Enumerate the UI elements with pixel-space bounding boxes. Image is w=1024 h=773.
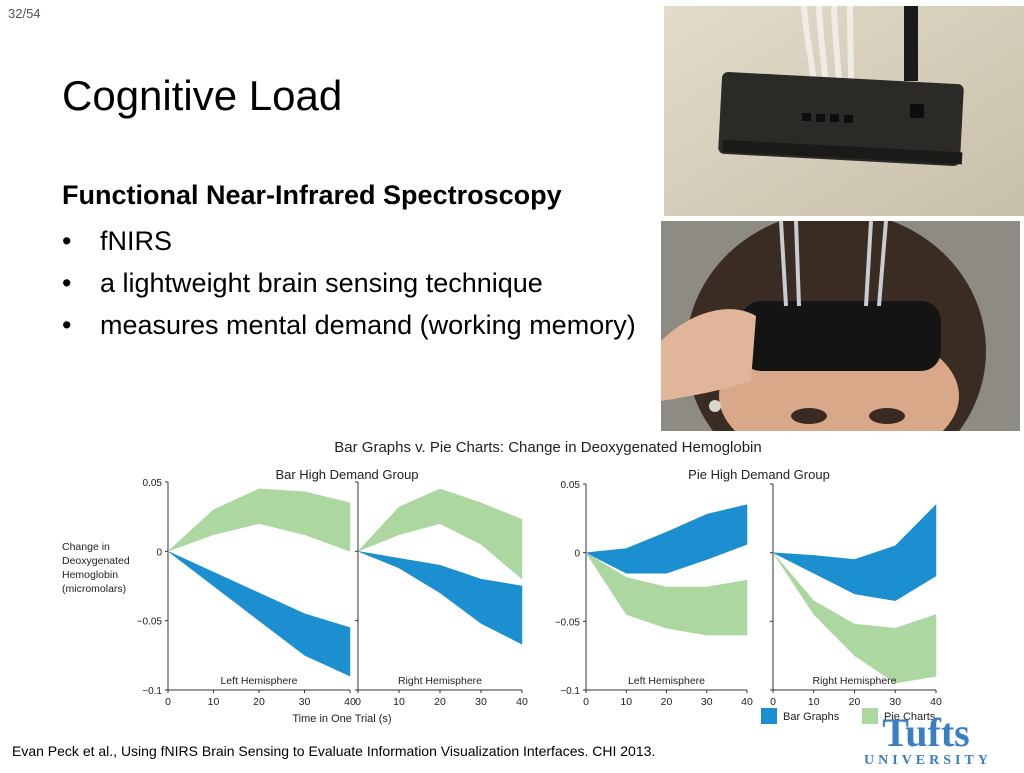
x-tick-label: 0 bbox=[770, 696, 776, 708]
x-tick-label: 10 bbox=[808, 696, 820, 708]
legend-swatch bbox=[862, 708, 878, 724]
y-tick-label: −0.1 bbox=[142, 686, 162, 697]
chart-canvas: Bar Graphs v. Pie Charts: Change in Deox… bbox=[62, 439, 942, 725]
panel-label: Right Hemisphere bbox=[812, 675, 896, 687]
slide-number: 32/54 bbox=[8, 6, 41, 21]
x-tick-label: 20 bbox=[253, 696, 265, 708]
bullet-text: measures mental demand (working memory) bbox=[100, 310, 636, 340]
sensor-device-photo bbox=[664, 6, 1024, 216]
chart-title: Bar Graphs v. Pie Charts: Change in Deox… bbox=[334, 439, 761, 456]
bullet-item: • a lightweight brain sensing technique bbox=[62, 266, 642, 300]
chart-panel: 0 10 20 30 40 Right Hemisphere bbox=[355, 481, 528, 708]
svg-text:UNIVERSITY: UNIVERSITY bbox=[864, 753, 992, 768]
y-tick-label: 0 bbox=[156, 547, 162, 558]
bullet-list: • fNIRS • a lightweight brain sensing tech… bbox=[62, 224, 642, 350]
group-title-pie: Pie High Demand Group bbox=[688, 467, 830, 482]
bullet-symbol: • bbox=[62, 268, 72, 298]
x-tick-label: 10 bbox=[393, 696, 405, 708]
slide-title: Cognitive Load bbox=[62, 72, 343, 119]
y-tick-label: 0.05 bbox=[143, 478, 163, 489]
x-axis-label: Time in One Trial (s) bbox=[292, 713, 391, 725]
hemoglobin-chart: Bar Graphs v. Pie Charts: Change in Deox… bbox=[40, 432, 980, 732]
y-axis-label: Change in Deoxygenated Hemoglobin (micro… bbox=[62, 541, 130, 595]
series-band bbox=[585, 552, 748, 636]
x-tick-label: 20 bbox=[849, 696, 861, 708]
x-tick-label: 10 bbox=[620, 696, 632, 708]
panel-label: Left Hemisphere bbox=[628, 675, 705, 687]
y-tick-label: −0.1 bbox=[560, 686, 580, 697]
panel-label: Left Hemisphere bbox=[220, 675, 297, 687]
bullet-text: fNIRS bbox=[100, 226, 173, 256]
legend-swatch bbox=[761, 708, 777, 724]
bullet-symbol: • bbox=[62, 310, 72, 340]
citation: Evan Peck et al., Using fNIRS Brain Sens… bbox=[12, 743, 656, 759]
x-tick-label: 30 bbox=[475, 696, 487, 708]
headband-photo bbox=[661, 221, 1020, 431]
slide-subtitle: Functional Near-Infrared Spectroscopy bbox=[62, 180, 562, 210]
series-band bbox=[167, 488, 351, 552]
legend-label: Bar Graphs bbox=[783, 711, 840, 723]
university-logo: Tufts UNIVERSITY bbox=[846, 710, 1006, 768]
series-band bbox=[772, 552, 937, 684]
series-band bbox=[357, 551, 523, 645]
legend-label: Pie Charts bbox=[884, 711, 936, 723]
x-tick-label: 10 bbox=[208, 696, 220, 708]
y-tick-label: −0.05 bbox=[555, 617, 581, 628]
group-title-bar: Bar High Demand Group bbox=[275, 467, 418, 482]
x-tick-label: 40 bbox=[741, 696, 753, 708]
series-band bbox=[357, 488, 523, 580]
x-tick-label: 40 bbox=[344, 696, 356, 708]
bullet-item: • measures mental demand (working memory) bbox=[62, 308, 642, 342]
x-tick-label: 40 bbox=[516, 696, 528, 708]
chart-panel: 0 10 20 30 40 Right Hemisphere bbox=[770, 483, 942, 708]
x-tick-label: 0 bbox=[165, 696, 171, 708]
series-band bbox=[167, 551, 351, 677]
x-tick-label: 30 bbox=[299, 696, 311, 708]
panel-label: Right Hemisphere bbox=[398, 675, 482, 687]
x-tick-label: 20 bbox=[661, 696, 673, 708]
series-band bbox=[585, 504, 748, 574]
bullet-symbol: • bbox=[62, 226, 72, 256]
y-tick-label: 0.05 bbox=[561, 480, 581, 491]
x-tick-label: 40 bbox=[930, 696, 942, 708]
series-band bbox=[772, 503, 937, 601]
x-tick-label: 0 bbox=[583, 696, 589, 708]
x-tick-label: 0 bbox=[355, 696, 361, 708]
y-tick-label: −0.05 bbox=[137, 617, 163, 628]
bullet-text: a lightweight brain sensing technique bbox=[100, 268, 543, 298]
svg-text:Tufts: Tufts bbox=[882, 712, 969, 755]
bullet-item: • fNIRS bbox=[62, 224, 642, 258]
x-tick-label: 30 bbox=[889, 696, 901, 708]
x-tick-label: 30 bbox=[701, 696, 713, 708]
y-tick-label: 0 bbox=[574, 549, 580, 560]
x-tick-label: 20 bbox=[434, 696, 446, 708]
